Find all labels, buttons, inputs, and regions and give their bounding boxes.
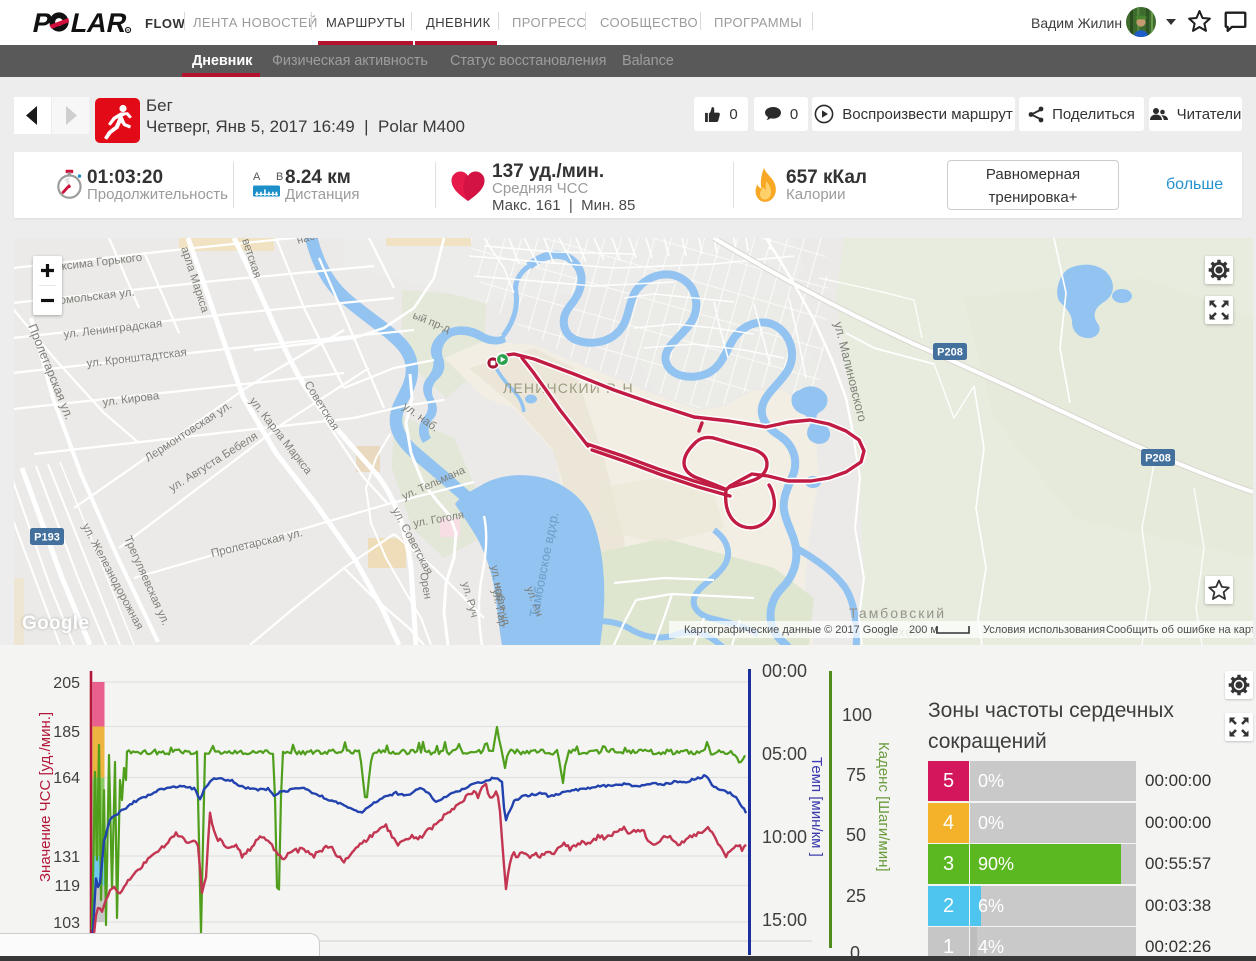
svg-text:Значение ЧСС [уд./мин.]: Значение ЧСС [уд./мин.] (37, 712, 54, 882)
svg-text:25: 25 (846, 886, 866, 906)
svg-text:15:00: 15:00 (762, 910, 807, 930)
svg-text:10:00: 10:00 (762, 827, 807, 847)
svg-text:LAR: LAR (68, 10, 130, 36)
svg-text:Тамбовский: Тамбовский (849, 605, 946, 621)
svg-text:Каденс [Шаги/мин]: Каденс [Шаги/мин] (875, 742, 892, 872)
svg-text:103: 103 (53, 915, 80, 932)
svg-text:0: 0 (850, 943, 860, 956)
svg-text:50: 50 (846, 825, 866, 845)
svg-text:75: 75 (846, 765, 866, 785)
svg-text:Темп [мин/км ]: Темп [мин/км ] (808, 757, 825, 857)
svg-text:185: 185 (53, 724, 80, 741)
svg-text:P208: P208 (937, 347, 963, 359)
svg-text:R: R (126, 28, 130, 33)
svg-text:164: 164 (53, 770, 80, 787)
svg-text:наб.: наб. (296, 238, 320, 247)
svg-text:Орен: Орен (417, 571, 433, 600)
svg-text:P208: P208 (1145, 453, 1171, 465)
svg-text:131: 131 (53, 849, 80, 866)
svg-text:100: 100 (842, 705, 872, 725)
svg-text:P193: P193 (34, 532, 60, 544)
svg-text:05:00: 05:00 (762, 744, 807, 764)
svg-text:119: 119 (54, 878, 80, 895)
svg-text:00:00: 00:00 (762, 661, 807, 681)
svg-text:205: 205 (53, 675, 80, 692)
